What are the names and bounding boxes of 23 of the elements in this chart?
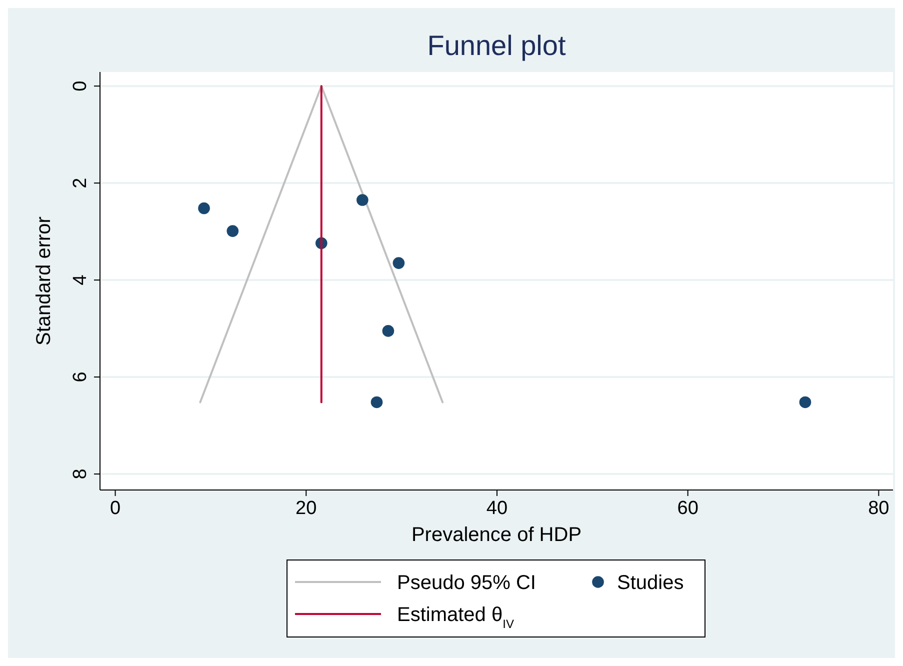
x-tick-label: 60 <box>677 498 698 519</box>
point <box>356 194 368 206</box>
point <box>226 225 239 237</box>
legend-label: Pseudo 95% CI <box>397 572 536 594</box>
y-tick-label: 0 <box>70 80 91 92</box>
x-tick-label: 0 <box>110 498 121 519</box>
legend-label: Estimated θ$_{IV}$ <box>397 604 514 631</box>
x-tick-label: 80 <box>868 498 890 519</box>
y-tick-label: 8 <box>70 468 91 480</box>
point <box>370 396 383 408</box>
point <box>198 202 210 214</box>
x-tick-label: 40 <box>486 498 508 519</box>
point <box>799 396 812 408</box>
point <box>382 325 394 337</box>
y-tick-label: 2 <box>70 178 91 188</box>
x-axis-title: Prevalence of HDP <box>411 524 582 546</box>
legend-label: Studies <box>617 572 684 594</box>
x-tick-label: 20 <box>296 498 317 519</box>
y-tick-label: 4 <box>70 274 91 286</box>
chart-title: Funnel plot <box>427 30 566 61</box>
y-axis-title: Standard error <box>33 216 55 346</box>
y-tick-label: 6 <box>70 372 91 382</box>
point <box>392 257 405 269</box>
